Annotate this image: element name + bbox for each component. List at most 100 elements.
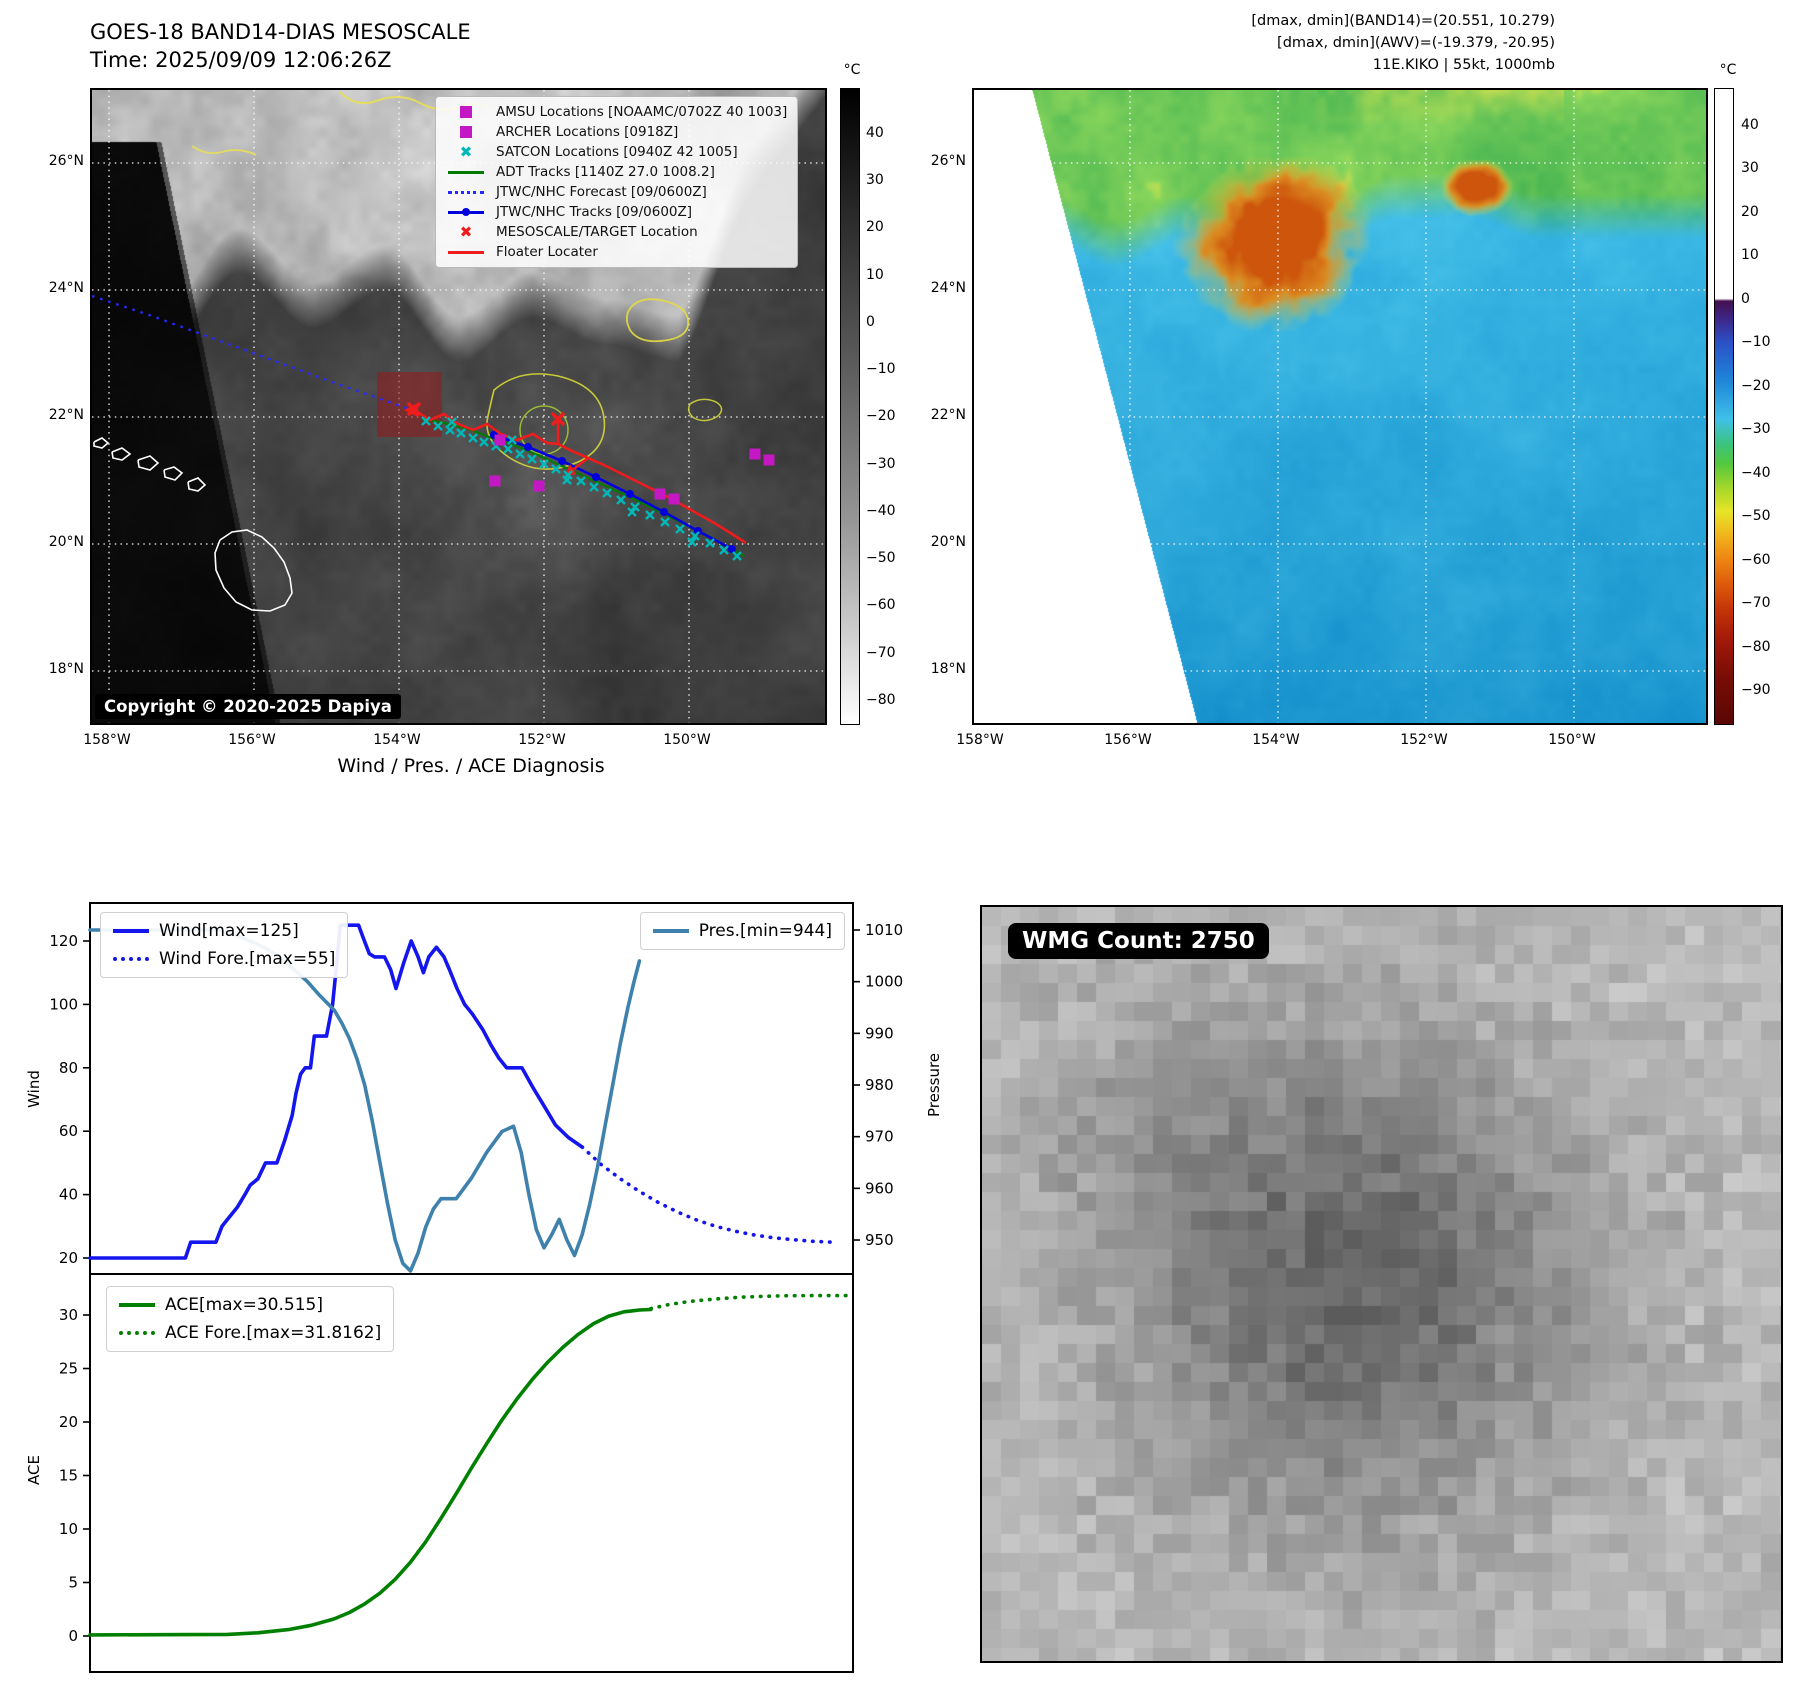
ace-axis-tick-label: 25 xyxy=(59,1360,78,1378)
map-legend: AMSU Locations [NOAAMC/0702Z 40 1003] ARC… xyxy=(435,96,799,268)
band14-colorbar-tick: −30 xyxy=(866,455,896,472)
satcon-marker xyxy=(479,437,489,447)
pressure-axis-tick-label: 1000 xyxy=(865,973,903,991)
satcon-marker xyxy=(421,416,431,426)
ace-axis-tick-label: 0 xyxy=(68,1627,78,1645)
pressure-axis-tick-label: 950 xyxy=(865,1231,894,1249)
pressure-axis-tick-label: 970 xyxy=(865,1128,894,1146)
wind-axis-tick-label: 20 xyxy=(59,1249,78,1267)
mesoscale-target-marker xyxy=(406,401,422,417)
wmg-canvas xyxy=(982,907,1781,1661)
satcon-marker xyxy=(630,502,640,512)
copyright-badge: Copyright © 2020-2025 Dapiya xyxy=(95,694,401,719)
series-pres-min- xyxy=(88,928,642,1273)
jtwc-track-point xyxy=(524,443,532,451)
x-marker: ✖ xyxy=(444,224,488,240)
pressure-axis-label: Pressure xyxy=(925,1052,943,1118)
swatch-dotted xyxy=(448,190,484,194)
dotted-swatch xyxy=(113,957,149,961)
solid-swatch xyxy=(652,929,689,933)
legend-label: Floater Locater xyxy=(496,244,598,260)
band14-colorbar xyxy=(840,88,860,725)
band14-map-panel: AMSU Locations [NOAAMC/0702Z 40 1003] ARC… xyxy=(90,88,827,725)
awv-colorbar-tick: −80 xyxy=(1741,638,1771,655)
lat-tick-label: 20°N xyxy=(48,534,84,550)
legend-item: AMSU Locations [NOAAMC/0702Z 40 1003] xyxy=(444,103,787,121)
legend-item: ADT Tracks [1140Z 27.0 1008.2] xyxy=(444,163,787,181)
satcon-marker xyxy=(732,551,742,561)
x-marker: ✖ xyxy=(444,144,488,160)
amsu-marker xyxy=(668,493,680,505)
satcon-marker xyxy=(562,475,572,485)
band14-colorbar-tick: −20 xyxy=(866,408,896,425)
satcon-marker xyxy=(589,482,599,492)
dotted-swatch xyxy=(119,1331,155,1335)
legend-label: JTWC/NHC Tracks [09/0600Z] xyxy=(496,204,693,220)
lon-tick-label: 156°W xyxy=(1104,732,1152,748)
amsu-marker xyxy=(654,488,666,500)
legend-item: JTWC/NHC Tracks [09/0600Z] xyxy=(444,203,787,221)
awv-colorbar-tick: −70 xyxy=(1741,595,1771,612)
band14-colorbar-tick: 30 xyxy=(866,172,884,189)
swatch-linedot xyxy=(448,208,484,216)
satcon-marker xyxy=(456,428,466,438)
series-ace-max- xyxy=(88,1307,653,1637)
dmax-awv-text: [dmax, dmin](AWV)=(-19.379, -20.95) xyxy=(1277,35,1555,51)
pressure-legend: Pres.[min=944] xyxy=(639,912,845,950)
chart-legend-item: Wind Fore.[max=55] xyxy=(113,949,335,969)
ace-plot-frame xyxy=(89,1273,854,1673)
satcon-marker xyxy=(690,531,700,541)
band14-time: Time: 2025/09/09 12:06:26Z xyxy=(90,48,392,72)
satcon-marker xyxy=(433,421,443,431)
satcon-marker xyxy=(645,510,655,520)
chart-legend-label: ACE Fore.[max=31.8162] xyxy=(165,1323,382,1343)
coastline xyxy=(214,529,293,612)
ace-axis-label: ACE xyxy=(25,1455,43,1485)
awv-colorbar-tick: −20 xyxy=(1741,377,1771,394)
series-wind-fore-max- xyxy=(580,1145,836,1244)
awv-map-panel xyxy=(972,88,1708,725)
wmg-panel: WMG Count: 2750 xyxy=(980,905,1783,1663)
awv-colorbar-tick: 30 xyxy=(1741,160,1759,177)
series-ace-fore-max- xyxy=(648,1293,855,1311)
coastline xyxy=(93,437,110,449)
wind-axis-tick-label: 80 xyxy=(59,1059,78,1077)
lat-tick-label: 20°N xyxy=(930,534,966,550)
satcon-marker xyxy=(445,425,455,435)
legend-label: JTWC/NHC Forecast [09/0600Z] xyxy=(496,184,707,200)
satcon-marker xyxy=(687,537,697,547)
wind-legend: Wind[max=125] Wind Fore.[max=55] xyxy=(100,912,349,978)
lon-tick-label: 158°W xyxy=(83,732,131,748)
jtwc-track-line xyxy=(493,433,733,551)
satcon-marker xyxy=(527,454,537,464)
pressure-axis-tick-label: 990 xyxy=(865,1024,894,1042)
satcon-marker xyxy=(539,459,549,469)
adt-contour xyxy=(191,145,257,156)
adt-contour xyxy=(687,398,723,422)
amsu-marker xyxy=(533,480,545,492)
jtwc-track-point xyxy=(728,545,736,553)
ace-axis-tick-label: 5 xyxy=(68,1574,78,1592)
lon-tick-label: 152°W xyxy=(1400,732,1448,748)
awv-colorbar-tick: −40 xyxy=(1741,464,1771,481)
lat-tick-label: 18°N xyxy=(930,661,966,677)
dotted-marker xyxy=(444,190,488,194)
band14-colorbar-tick: −10 xyxy=(866,361,896,378)
wmg-count-badge: WMG Count: 2750 xyxy=(1008,923,1269,959)
wind-axis-tick-label: 60 xyxy=(59,1122,78,1140)
legend-item: ✖ SATCON Locations [0940Z 42 1005] xyxy=(444,143,787,161)
legend-label: MESOSCALE/TARGET Location xyxy=(496,224,698,240)
awv-overlay xyxy=(974,90,1706,723)
jtwc-track-point xyxy=(592,473,600,481)
wind-axis-tick-label: 40 xyxy=(59,1186,78,1204)
chart-legend-item: ACE[max=30.515] xyxy=(119,1295,381,1315)
awv-colorbar-tick: −60 xyxy=(1741,551,1771,568)
band14-colorbar-tick: 0 xyxy=(866,313,875,330)
square-marker xyxy=(444,106,488,118)
ace-axis-tick-label: 30 xyxy=(59,1306,78,1324)
lon-tick-label: 150°W xyxy=(663,732,711,748)
ace-legend: ACE[max=30.515] ACE Fore.[max=31.8162] xyxy=(106,1286,395,1352)
satcon-marker xyxy=(602,488,612,498)
square-marker xyxy=(444,126,488,138)
legend-label: ARCHER Locations [0918Z] xyxy=(496,124,679,140)
